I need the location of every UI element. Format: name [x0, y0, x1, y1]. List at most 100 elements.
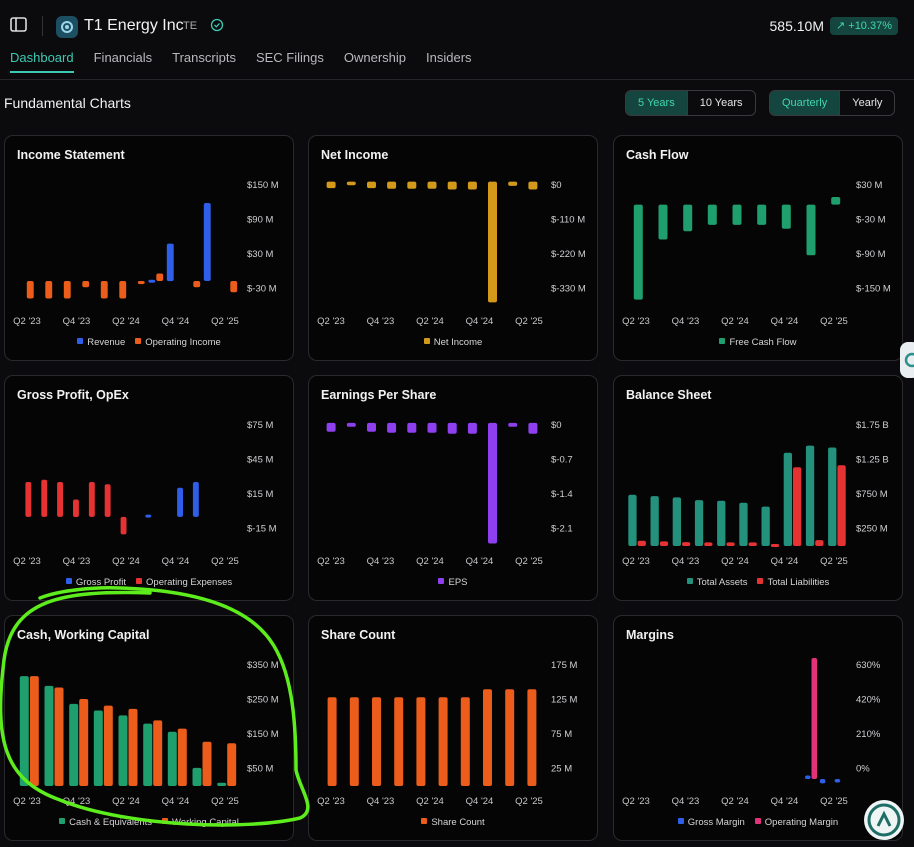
bar-operating-income[interactable]: [82, 281, 90, 288]
bar-total-liabilities[interactable]: [726, 542, 735, 546]
bar-share-count[interactable]: [438, 697, 448, 786]
bar-total-assets[interactable]: [694, 500, 704, 546]
bar-total-liabilities[interactable]: [770, 544, 780, 547]
bar-working-capital[interactable]: [227, 743, 237, 786]
bar-net-income[interactable]: [467, 181, 477, 190]
bar-eps[interactable]: [447, 422, 457, 434]
bar-cash-equivalents[interactable]: [167, 731, 177, 786]
legend-item-share-count[interactable]: Share Count: [421, 817, 485, 828]
bar-eps[interactable]: [488, 422, 497, 544]
bar-total-assets[interactable]: [650, 496, 659, 546]
bar-eps[interactable]: [407, 422, 417, 433]
bar-free-cash-flow[interactable]: [831, 197, 841, 205]
bar-total-assets[interactable]: [783, 452, 792, 546]
bar-share-count[interactable]: [460, 697, 470, 786]
bar-eps[interactable]: [326, 422, 336, 432]
bar-total-assets[interactable]: [628, 494, 637, 546]
legend-item-gross-profit[interactable]: Gross Profit: [65, 577, 126, 588]
bar-share-count[interactable]: [349, 697, 359, 786]
bar-gross-margin[interactable]: [834, 779, 841, 783]
bar-total-liabilities[interactable]: [793, 467, 802, 546]
bar-total-assets[interactable]: [805, 445, 815, 546]
bar-revenue[interactable]: [166, 243, 174, 282]
bar-operating-expenses[interactable]: [57, 482, 63, 517]
bar-operating-income[interactable]: [100, 281, 108, 299]
bar-revenue[interactable]: [148, 279, 156, 283]
bar-eps[interactable]: [467, 422, 477, 434]
range-5-years-button[interactable]: 5 Years: [626, 91, 687, 115]
support-chat-icon[interactable]: [864, 800, 904, 840]
legend-item-total-assets[interactable]: Total Assets: [686, 577, 747, 588]
bar-net-income[interactable]: [387, 181, 397, 189]
bar-share-count[interactable]: [416, 697, 426, 786]
bar-gross-margin[interactable]: [819, 779, 826, 784]
bar-total-liabilities[interactable]: [815, 540, 824, 546]
bar-working-capital[interactable]: [177, 728, 187, 786]
bar-operating-income[interactable]: [45, 281, 53, 299]
legend-item-revenue[interactable]: Revenue: [77, 337, 125, 348]
bar-total-assets[interactable]: [739, 502, 748, 546]
bar-working-capital[interactable]: [29, 676, 39, 786]
bar-operating-income[interactable]: [26, 281, 34, 299]
period-yearly-button[interactable]: Yearly: [839, 91, 894, 115]
bar-total-liabilities[interactable]: [748, 542, 757, 546]
bar-net-income[interactable]: [346, 181, 356, 186]
bar-total-liabilities[interactable]: [704, 542, 713, 546]
bar-total-liabilities[interactable]: [682, 542, 691, 546]
legend-item-cash-equivalents[interactable]: Cash & Equivalents: [59, 817, 152, 828]
bar-operating-income[interactable]: [63, 281, 71, 299]
tab-ownership[interactable]: Ownership: [343, 50, 407, 65]
bar-share-count[interactable]: [527, 689, 537, 786]
bar-free-cash-flow[interactable]: [781, 204, 791, 229]
bar-operating-income[interactable]: [230, 281, 238, 293]
legend-item-eps[interactable]: EPS: [438, 577, 468, 588]
bar-gross-margin[interactable]: [805, 775, 811, 780]
bar-working-capital[interactable]: [128, 708, 138, 786]
period-quarterly-button[interactable]: Quarterly: [770, 91, 840, 115]
bar-operating-income[interactable]: [193, 281, 201, 288]
bar-share-count[interactable]: [394, 697, 404, 786]
bar-operating-income[interactable]: [137, 281, 145, 285]
range-10-years-button[interactable]: 10 Years: [686, 91, 755, 115]
bar-operating-expenses[interactable]: [41, 479, 48, 517]
bar-free-cash-flow[interactable]: [707, 204, 717, 225]
legend-item-operating-margin[interactable]: Operating Margin: [754, 817, 838, 828]
bar-net-income[interactable]: [528, 181, 538, 190]
bar-total-assets[interactable]: [761, 506, 770, 546]
bar-cash-equivalents[interactable]: [217, 782, 227, 786]
bar-working-capital[interactable]: [202, 741, 212, 786]
bar-free-cash-flow[interactable]: [658, 204, 668, 240]
bar-gross-profit[interactable]: [192, 482, 199, 517]
bar-free-cash-flow[interactable]: [633, 204, 643, 300]
bar-total-liabilities[interactable]: [659, 541, 669, 546]
bar-operating-expenses[interactable]: [120, 516, 127, 535]
bar-free-cash-flow[interactable]: [683, 204, 693, 232]
bar-net-income[interactable]: [447, 181, 457, 190]
bar-total-assets[interactable]: [672, 497, 681, 546]
bar-operating-expenses[interactable]: [104, 484, 111, 517]
sidebar-toggle-icon[interactable]: [8, 14, 30, 36]
tab-sec-filings[interactable]: SEC Filings: [255, 50, 324, 65]
legend-item-operating-income[interactable]: Operating Income: [135, 337, 221, 348]
bar-operating-margin[interactable]: [811, 658, 818, 779]
bar-net-income[interactable]: [407, 181, 417, 189]
bar-net-income[interactable]: [367, 181, 376, 189]
bar-net-income[interactable]: [427, 181, 437, 189]
tab-financials[interactable]: Financials: [93, 50, 153, 65]
bar-eps[interactable]: [528, 422, 538, 434]
bar-net-income[interactable]: [488, 181, 497, 303]
bar-working-capital[interactable]: [79, 699, 89, 786]
bar-operating-income[interactable]: [156, 273, 164, 282]
bar-cash-equivalents[interactable]: [143, 723, 153, 786]
bar-total-assets[interactable]: [828, 447, 837, 547]
bar-share-count[interactable]: [505, 689, 515, 786]
bar-revenue[interactable]: [203, 203, 211, 281]
tab-insiders[interactable]: Insiders: [426, 50, 472, 65]
floating-assistant-button[interactable]: [900, 342, 914, 378]
bar-cash-equivalents[interactable]: [93, 710, 103, 787]
bar-working-capital[interactable]: [54, 687, 64, 787]
bar-eps[interactable]: [346, 422, 356, 427]
bar-free-cash-flow[interactable]: [732, 204, 742, 225]
bar-eps[interactable]: [508, 422, 518, 427]
bar-share-count[interactable]: [372, 697, 381, 786]
